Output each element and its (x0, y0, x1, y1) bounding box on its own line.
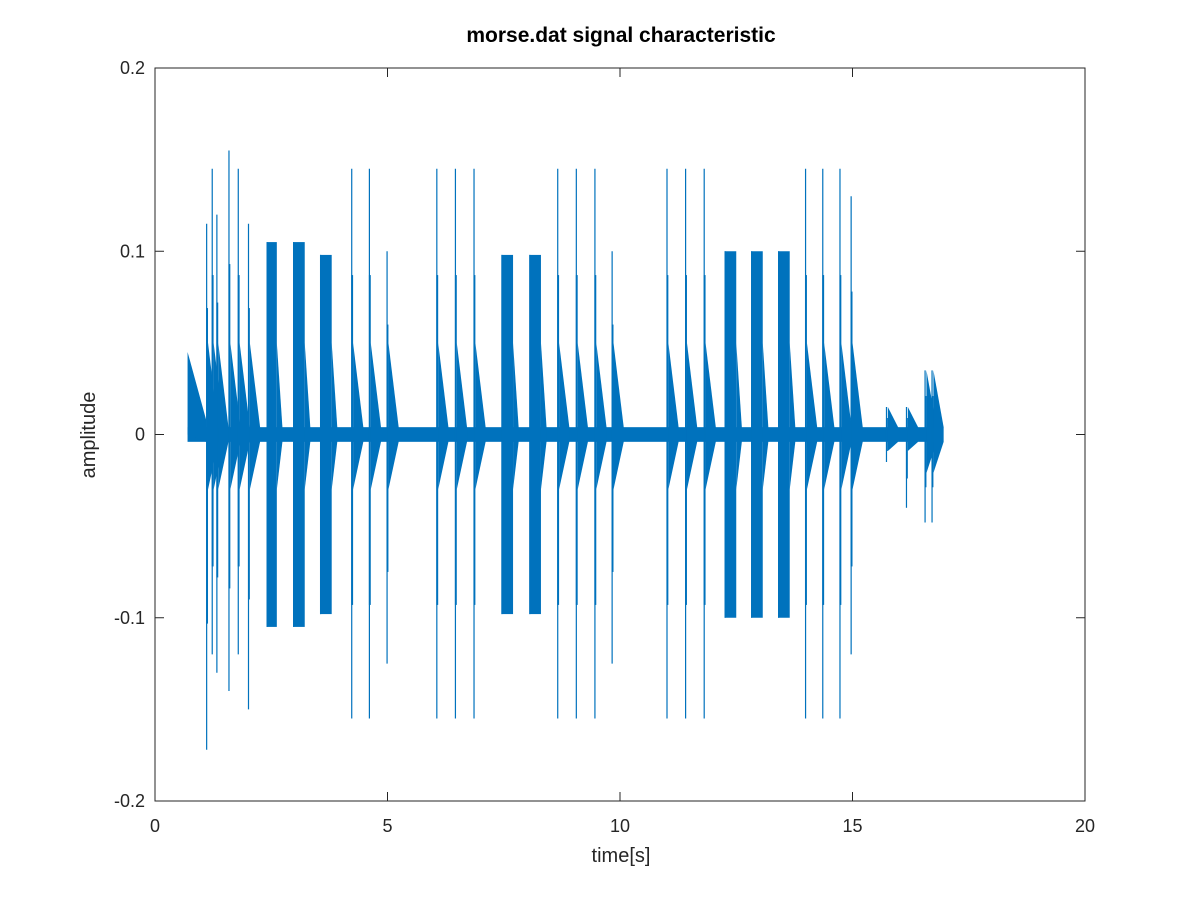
signal-pulse (594, 168, 607, 719)
signal-pulse (293, 242, 311, 627)
pulse-decay-tail (705, 342, 716, 490)
y-tick-label: 0.2 (120, 58, 145, 78)
pulse-decay-tail (438, 342, 449, 490)
pulse-decay-tail (841, 342, 852, 490)
pulse-envelope (529, 254, 541, 615)
x-axis-label: time[s] (592, 845, 651, 867)
pulse-decay-tail (388, 342, 399, 490)
x-tick-label: 15 (842, 816, 862, 836)
signal-pulse (454, 168, 468, 719)
pulse-decay-tail (887, 407, 899, 451)
pulse-envelope (293, 242, 305, 627)
signal-pulse (216, 214, 229, 673)
signal-pulse (850, 196, 863, 655)
pulse-decay-tail (907, 407, 919, 451)
pulse-decay-tail (686, 342, 698, 490)
pulse-decay-tail (596, 342, 607, 490)
pulse-decay-tail (613, 342, 624, 490)
signal-pulse (319, 254, 338, 615)
pulse-envelope (778, 251, 790, 618)
signal-pulse (804, 168, 818, 719)
pulse-decay-tail (762, 342, 769, 490)
signal-pulse (351, 168, 364, 719)
pulse-decay-tail (456, 342, 468, 490)
plot-area (187, 150, 944, 750)
signal-onset-transient (187, 352, 207, 442)
signal-pulse (724, 251, 742, 618)
signal-pulse (931, 370, 944, 523)
x-tick-label: 0 (150, 816, 160, 836)
pulse-decay-tail (331, 342, 338, 490)
x-tick-label: 5 (382, 816, 392, 836)
pulse-decay-tail (668, 342, 679, 490)
pulse-decay-tail (304, 342, 311, 490)
signal-pulse (368, 168, 381, 719)
y-axis-label: amplitude (78, 392, 100, 479)
signal-pulse (684, 168, 698, 719)
signal-pulse (557, 168, 570, 719)
pulse-envelope (320, 254, 332, 615)
signal-pulse (575, 168, 588, 719)
pulse-envelope (751, 251, 763, 618)
pulse-decay-tail (577, 342, 588, 490)
pulse-envelope (266, 242, 277, 627)
pulse-decay-tail (353, 342, 364, 490)
pulse-decay-tail (239, 342, 250, 490)
signal-pulse (777, 251, 796, 618)
signal-pulse (905, 407, 919, 508)
signal-pulse (473, 168, 486, 719)
y-tick-label: 0 (135, 425, 145, 445)
pulse-decay-tail (475, 342, 486, 490)
signal-pulse (822, 168, 835, 719)
pulse-decay-tail (736, 342, 742, 490)
pulse-decay-tail (852, 342, 863, 490)
signal-pulse (266, 242, 283, 627)
x-tick-label: 10 (610, 816, 630, 836)
pulse-decay-tail (933, 370, 944, 473)
signal-pulse (885, 407, 899, 462)
signal-pulse (666, 168, 679, 719)
signal-pulse (751, 251, 769, 618)
pulse-decay-tail (540, 342, 547, 490)
pulse-envelope (724, 251, 737, 618)
signal-pulse (611, 251, 624, 664)
signal-pulse (247, 223, 261, 710)
pulse-decay-tail (513, 342, 519, 490)
pulse-envelope (501, 254, 514, 615)
pulse-decay-tail (276, 342, 283, 490)
pulse-decay-tail (824, 342, 835, 490)
signal-pulse (386, 251, 399, 664)
y-tick-label: 0.1 (120, 241, 145, 261)
signal-pulse (237, 168, 250, 655)
pulse-decay-tail (806, 342, 818, 490)
chart-title: morse.dat signal characteristic (466, 24, 776, 47)
signal-pulse (529, 254, 547, 615)
pulse-decay-tail (789, 342, 796, 490)
signal-pulse (501, 254, 519, 615)
axes: 0 5 10 15 20 -0.2 -0.1 0 0.1 0.2 (114, 58, 1095, 836)
y-tick-label: -0.2 (114, 791, 145, 811)
pulse-decay-tail (559, 342, 570, 490)
pulse-decay-tail (370, 342, 381, 490)
y-tick-label: -0.1 (114, 608, 145, 628)
signal-pulse (839, 168, 852, 719)
pulse-decay-tail (218, 342, 229, 490)
pulse-decay-tail (249, 342, 261, 490)
signal-pulse (436, 168, 449, 719)
signal-pulse (703, 168, 716, 719)
x-tick-label: 20 (1075, 816, 1095, 836)
